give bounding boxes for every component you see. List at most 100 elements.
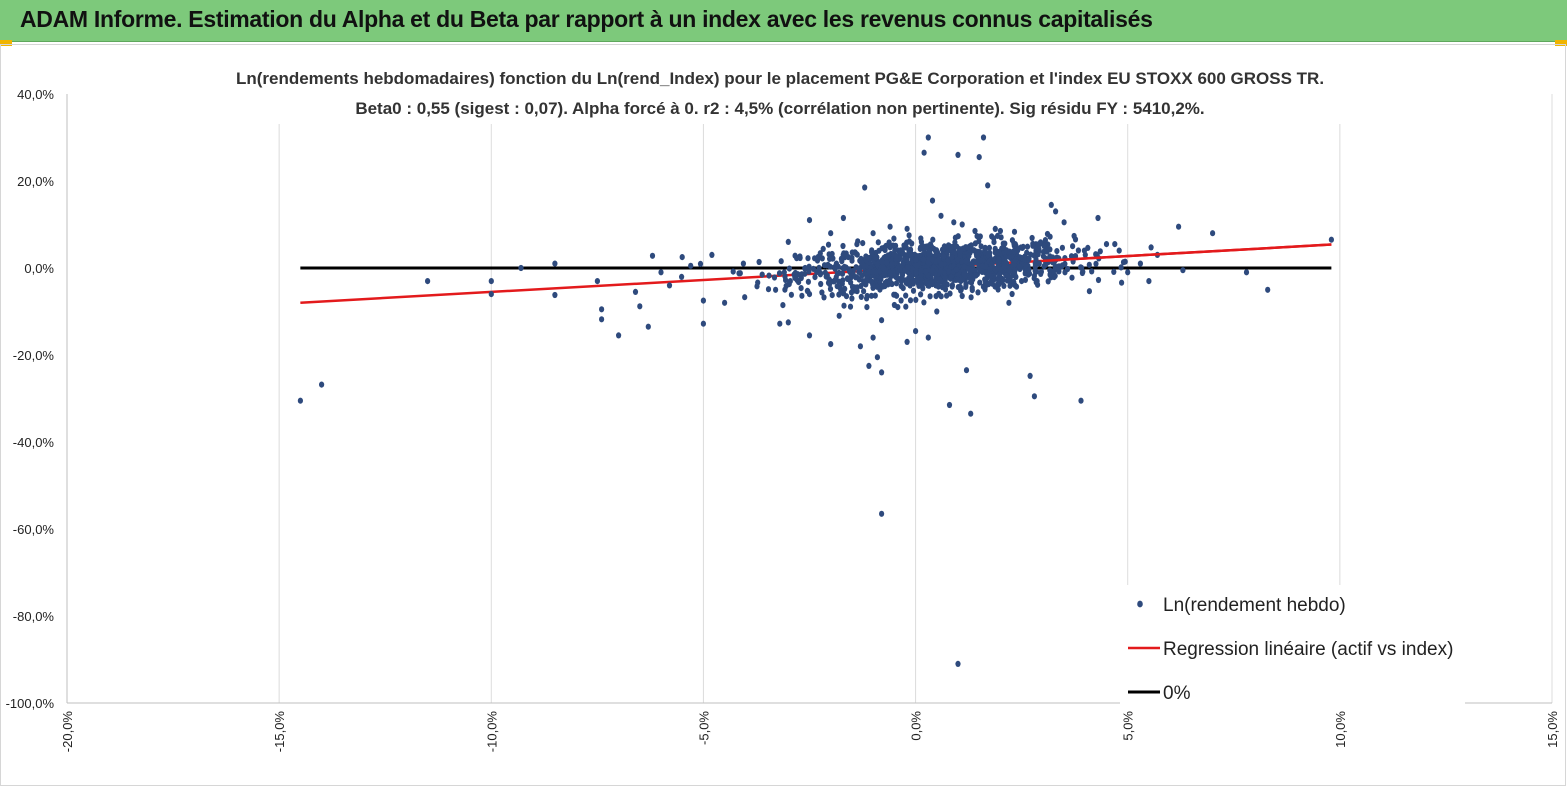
data-point [891,235,897,242]
x-tick-label: 0,0% [909,711,924,741]
data-point [1038,270,1044,277]
data-point [1048,201,1054,208]
data-point [773,286,779,293]
data-point [963,258,969,265]
data-point [907,297,914,304]
data-point [817,250,823,257]
data-point [856,265,862,272]
data-point [697,260,704,267]
data-point [882,246,888,254]
data-point [917,245,923,252]
data-point [887,272,894,279]
data-point [843,293,850,300]
data-point [954,256,961,264]
data-point [1006,248,1013,255]
data-point [679,254,685,261]
title-line-2: Beta0 : 0,55 (sigest : 0,07). Alpha forc… [355,99,1204,118]
data-point [1137,260,1143,267]
y-tick-label: -40,0% [13,435,55,450]
data-point [805,255,811,262]
data-point [977,233,983,240]
x-tick-label: -10,0% [484,711,499,753]
data-point [1146,278,1152,285]
data-point [854,284,860,291]
data-point [903,303,909,310]
data-point [637,303,643,310]
data-point [959,221,965,228]
data-point [828,341,834,348]
report-title: ADAM Informe. Estimation du Alpha et du … [20,6,1153,32]
data-point [821,294,827,301]
data-point [819,255,825,262]
data-point [994,281,1001,288]
data-point [879,510,885,517]
x-tick-label: 5,0% [1121,711,1136,741]
data-point [881,265,887,272]
data-point [1031,393,1037,400]
data-point [938,212,944,219]
data-point [786,265,793,272]
data-point [1072,253,1079,260]
data-point [889,280,895,288]
data-point [1032,267,1038,274]
data-point [850,271,856,278]
data-point [906,278,912,285]
data-point [849,295,855,302]
data-point [778,258,784,265]
chart-frame [0,44,1566,786]
data-point [977,279,983,286]
data-point [913,296,919,303]
data-point [1043,261,1049,268]
data-point [918,267,925,274]
data-point [1065,265,1071,273]
title-background [218,66,1348,124]
data-point [1004,277,1010,284]
data-point [792,269,799,277]
data-point [853,250,860,257]
data-point [787,278,793,285]
data-point [1176,223,1182,230]
data-point [756,258,762,266]
data-point [926,248,932,255]
data-point [805,278,812,285]
data-point [845,275,851,283]
y-tick-label: 40,0% [17,87,54,102]
data-point [1013,273,1019,280]
corner-marker-right [1555,40,1567,46]
data-point [1033,279,1039,286]
data-point [1085,244,1091,251]
data-point [884,259,890,266]
data-point [898,297,904,304]
data-point [876,247,882,254]
data-point [949,254,955,261]
data-point [799,292,805,299]
data-point [886,239,892,246]
data-point [819,289,825,296]
data-point [700,320,707,327]
data-point [1001,282,1007,289]
data-point [806,217,813,224]
legend-label-scatter: Ln(rendement hebdo) [1163,595,1346,616]
data-point [1019,244,1025,251]
data-point [1068,253,1075,260]
data-point [900,250,906,257]
data-point [976,256,982,263]
data-point [882,279,888,287]
y-tick-label: 20,0% [17,174,54,189]
data-point [905,264,911,271]
data-point [1033,245,1039,252]
data-point [906,238,913,245]
data-point [986,244,993,251]
data-point [985,182,991,189]
data-point [904,338,910,345]
data-point [1082,251,1088,258]
data-point [903,292,909,299]
data-point [1120,259,1127,266]
data-point [792,274,798,281]
data-point [899,272,906,279]
data-point [862,184,868,191]
data-point [1003,260,1010,267]
data-point [632,288,639,295]
data-point [836,291,842,298]
data-point [941,253,947,260]
